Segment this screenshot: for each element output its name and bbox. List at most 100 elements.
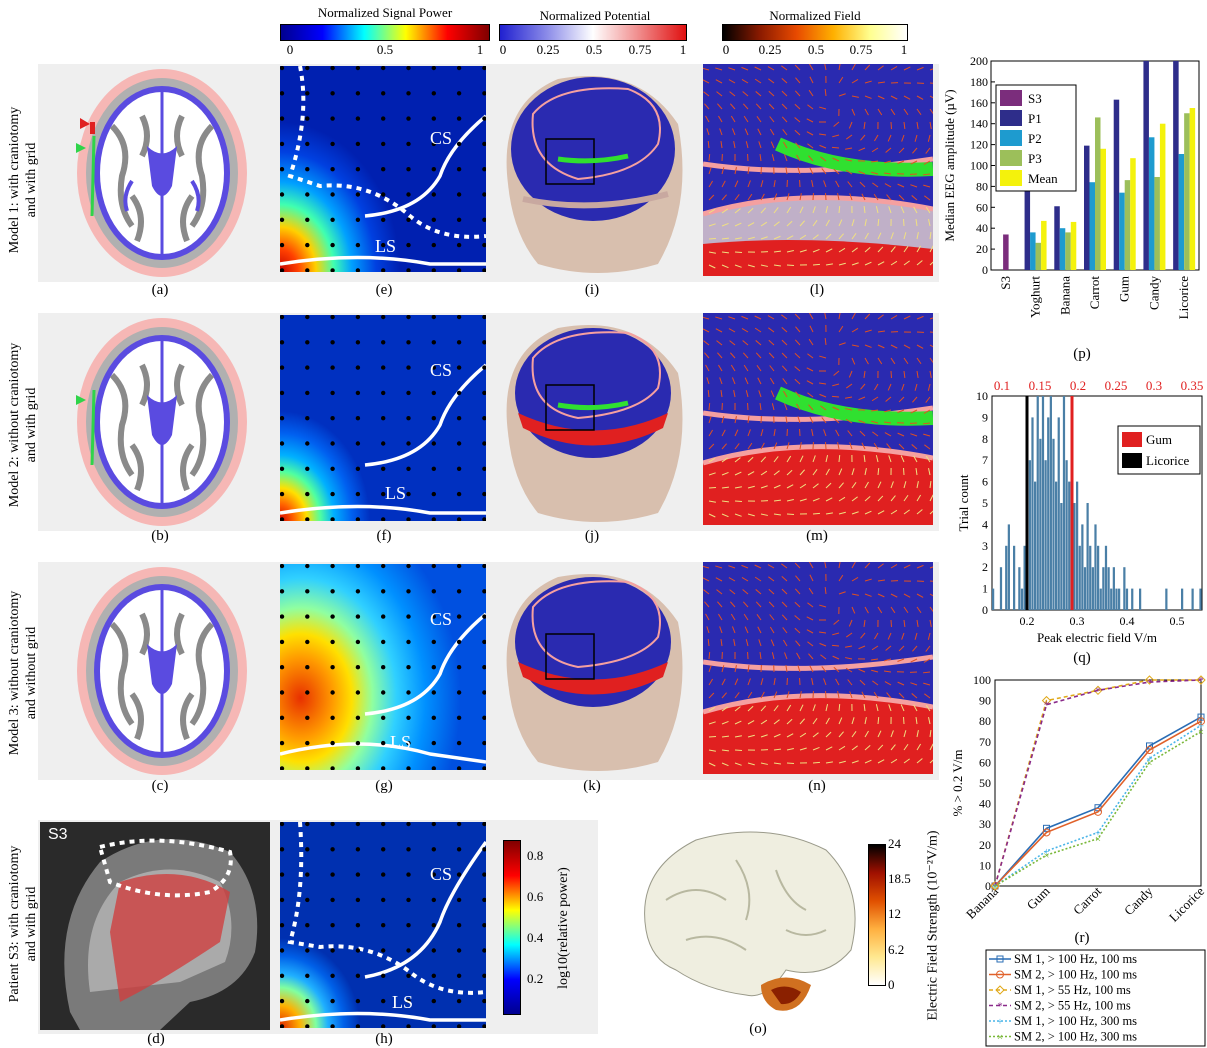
- electrode-dot: [482, 690, 486, 695]
- field-arrow: [773, 250, 782, 253]
- electrode-dot: [456, 923, 462, 928]
- field-arrow: [745, 141, 749, 149]
- field-arrow: [786, 235, 794, 240]
- field-arrow: [916, 232, 919, 240]
- field-arrow: [741, 78, 749, 84]
- grid-overlay-g: [280, 564, 486, 770]
- field-arrow: [721, 429, 726, 437]
- field-arrow: [708, 180, 714, 188]
- field-arrow: [807, 353, 814, 359]
- electrode-dot: [456, 242, 462, 248]
- field-arrow: [721, 692, 727, 699]
- electrode-dot: [406, 365, 411, 370]
- field-arrow: [824, 562, 827, 569]
- field-arrow: [888, 206, 892, 214]
- field-arrow: [864, 578, 872, 582]
- electrode-dot: [456, 614, 462, 619]
- field-arrow: [845, 408, 853, 411]
- electrode-dot: [305, 923, 310, 928]
- row-label-model1: Model 1: with craniotomy and with grid: [6, 80, 40, 280]
- field-arrow: [781, 352, 788, 359]
- bar-mean-carrot: [1100, 148, 1106, 270]
- field-arrow: [929, 68, 933, 71]
- field-arrow: [781, 588, 788, 595]
- histogram-bar: [1191, 588, 1194, 610]
- field-arrow: [847, 430, 853, 437]
- field-arrow: [877, 730, 882, 738]
- field-arrow: [832, 655, 840, 660]
- field-arrow: [864, 329, 872, 333]
- electrode-dot: [305, 973, 310, 978]
- electrode-dot: [280, 589, 285, 594]
- field-arrow: [864, 481, 869, 489]
- field-arrow: [925, 645, 931, 652]
- electrode-dot: [456, 416, 462, 421]
- field-arrow: [838, 482, 844, 489]
- field-arrow: [760, 691, 765, 699]
- field-arrow: [825, 206, 829, 214]
- electrode-dot: [381, 973, 386, 978]
- electrode-dot: [456, 897, 462, 903]
- field-arrow: [911, 693, 918, 699]
- field-arrow: [890, 95, 898, 100]
- point-marker: [1093, 685, 1103, 696]
- field-arrow: [886, 443, 892, 450]
- field-arrow: [845, 396, 853, 399]
- electrode-dot: [330, 715, 335, 720]
- electrode-dot: [355, 948, 361, 953]
- electrode-dot: [381, 416, 386, 421]
- electrode-dot: [355, 315, 361, 320]
- grid-overlay-f: [280, 315, 486, 521]
- patient-tick-06: 0.6: [527, 889, 544, 904]
- field-arrow: [838, 76, 844, 84]
- field-arrow: [731, 626, 736, 634]
- field-tick-1: 0.25: [758, 42, 782, 57]
- plot-area-r: [994, 679, 1202, 887]
- field-arrow: [721, 194, 727, 201]
- field-arrow: [903, 730, 907, 738]
- field-arrow: [781, 65, 788, 71]
- xtick-label-q: 0.2: [1020, 614, 1035, 628]
- field-arrow: [799, 718, 806, 725]
- field-arrow: [760, 207, 767, 214]
- field-arrow: [851, 313, 856, 320]
- electrode-dot: [355, 872, 361, 877]
- field-arrow: [812, 455, 816, 463]
- field-arrow: [733, 639, 736, 647]
- histogram-bar: [1062, 396, 1066, 610]
- field-arrow: [799, 704, 804, 712]
- electrode-dot: [456, 998, 462, 1004]
- brain-surface-o: [644, 831, 856, 1011]
- electrode-dot: [456, 192, 462, 197]
- electrode-dot: [330, 897, 335, 903]
- electrode-dot: [406, 116, 411, 121]
- field-arrow: [849, 691, 853, 699]
- ytick-label-p: 0: [982, 263, 988, 277]
- field-arrow: [884, 681, 892, 686]
- ytick-label-q: 1: [982, 582, 988, 596]
- field-arrow: [825, 497, 833, 502]
- point-marker: [1197, 713, 1205, 721]
- field-arrow: [914, 632, 918, 640]
- electrode-dot: [482, 822, 486, 827]
- field-arrow: [858, 147, 866, 152]
- field-arrow: [903, 245, 909, 253]
- electrode-dot: [330, 390, 335, 396]
- ytick-label-r: 80: [979, 714, 991, 728]
- electrode-dot: [305, 217, 310, 222]
- field-arrow: [903, 509, 910, 515]
- field-arrow: [858, 170, 866, 175]
- field-arrow: [769, 377, 775, 385]
- field-arrow: [831, 395, 840, 398]
- field-arrow: [786, 748, 794, 751]
- panel-label-h: (h): [375, 1031, 393, 1047]
- field-arrow: [863, 619, 866, 628]
- field-arrow: [734, 706, 741, 712]
- field-arrow: [887, 134, 892, 142]
- field-arrow: [760, 762, 768, 765]
- histogram-bar: [1018, 567, 1021, 610]
- field-arrow: [812, 263, 821, 266]
- field-arrow: [864, 357, 869, 365]
- electrode-dot: [381, 141, 386, 147]
- xtick-label-p: S3: [998, 276, 1013, 290]
